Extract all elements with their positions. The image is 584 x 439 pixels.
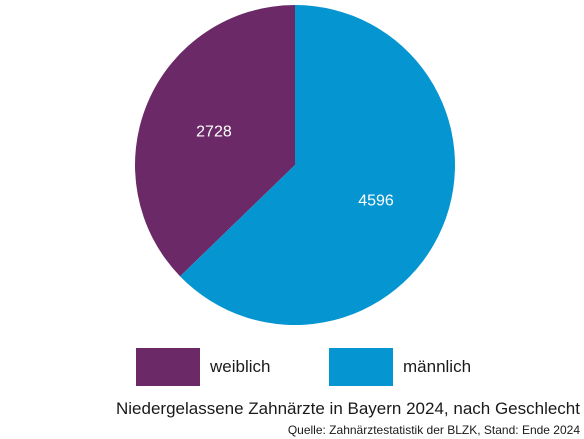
pie-slice-weiblich — [134, 5, 295, 277]
data-label-maennlich: 4596 — [358, 192, 394, 209]
data-label-weiblich: 2728 — [196, 124, 232, 141]
legend-swatch-maennlich — [329, 348, 393, 386]
chart-title: Niedergelassene Zahnärzte in Bayern 2024… — [115, 399, 580, 418]
legend-swatch-weiblich — [136, 348, 200, 386]
legend-label-maennlich: männlich — [403, 357, 472, 376]
chart-source: Quelle: Zahnärztestatistik der BLZK, Sta… — [287, 423, 580, 437]
pie-slice-maennlich — [180, 5, 455, 325]
legend-label-weiblich: weiblich — [210, 357, 271, 376]
pie-chart: 2728 4596 — [134, 5, 455, 325]
